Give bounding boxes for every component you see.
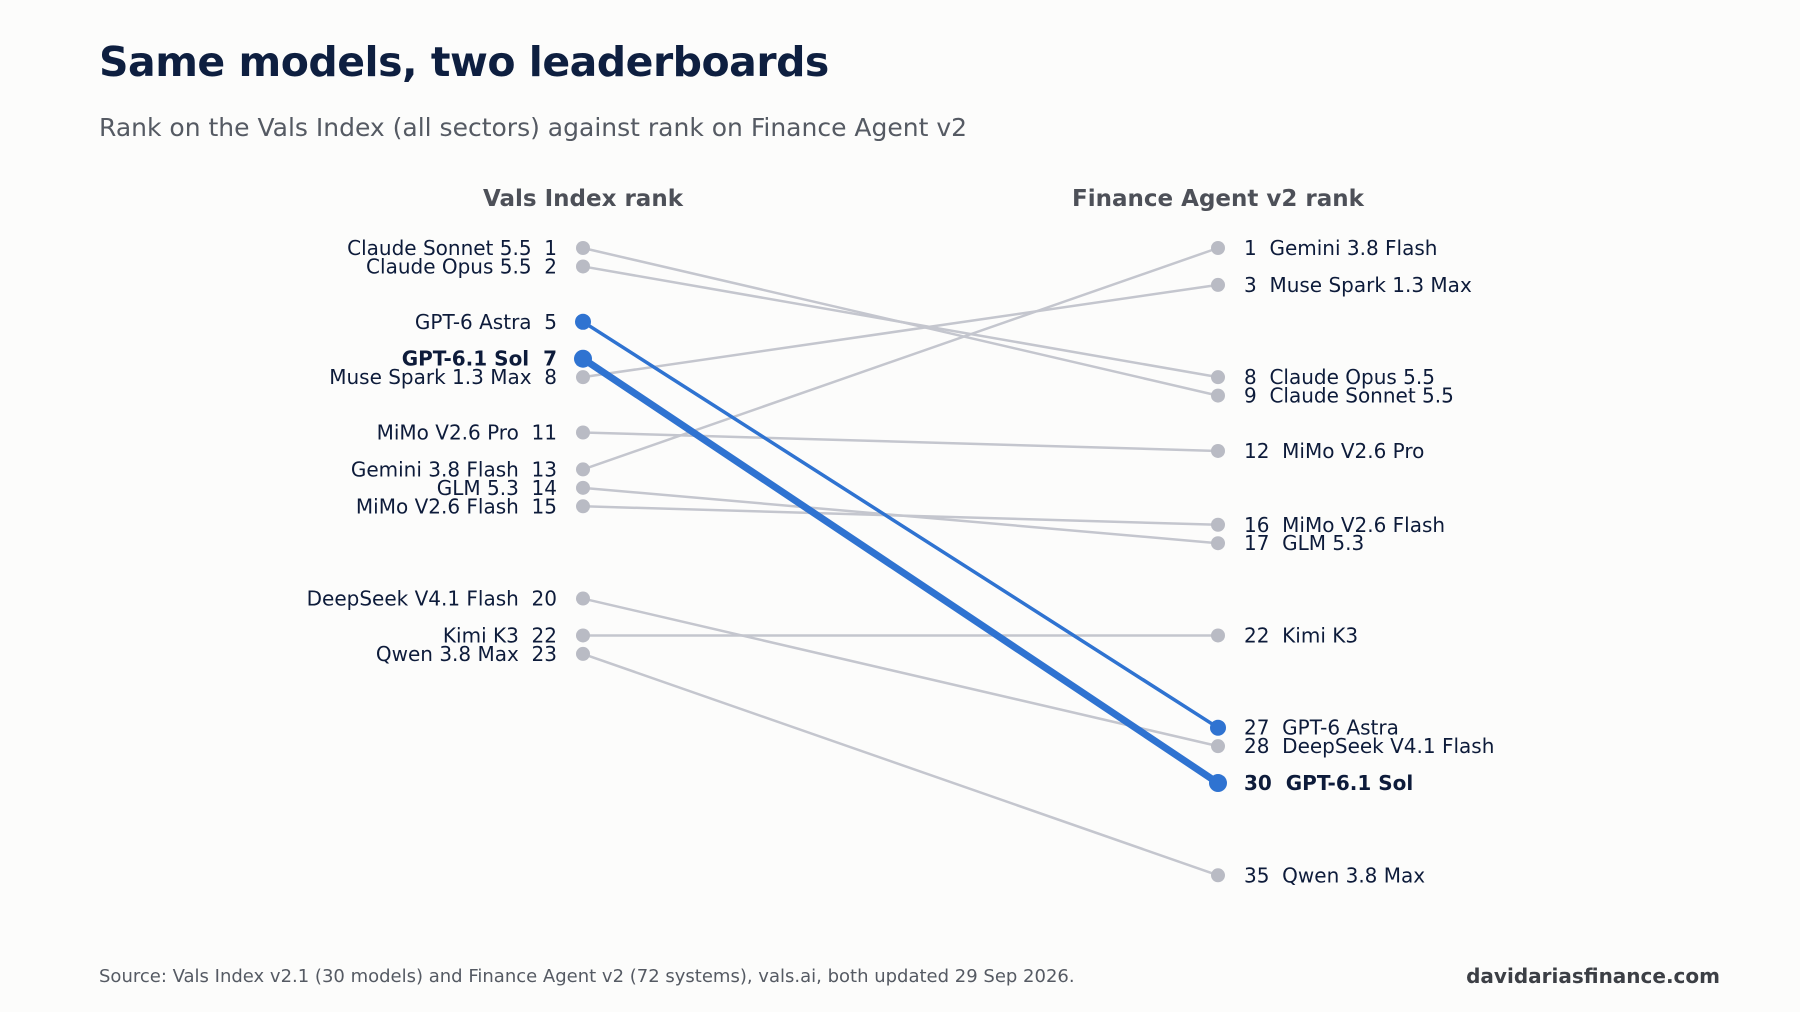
slope-line-gpt-6-1-sol: [579, 355, 1222, 787]
slope-lines: [579, 246, 1222, 877]
right-point-gpt-6-1-sol: [1209, 774, 1227, 793]
right-label-glm-5-3: 17 GLM 5.3: [1244, 531, 1364, 555]
right-label-mimo-v2-6-pro: 12 MiMo V2.6 Pro: [1244, 439, 1424, 463]
left-label-muse-spark-1-3-max: Muse Spark 1.3 Max 8: [329, 365, 557, 389]
right-point-kimi-k3: [1211, 628, 1225, 643]
right-point-gemini-3-8-flash: [1211, 241, 1225, 255]
left-point-gemini-3-8-flash: [576, 462, 590, 477]
right-label-claude-sonnet-5-5: 9 Claude Sonnet 5.5: [1244, 384, 1454, 408]
slope-line-muse-spark-1-3-max: [581, 283, 1220, 379]
right-point-glm-5-3: [1211, 536, 1225, 551]
right-label-mimo-v2-6-flash: 16 MiMo V2.6 Flash: [1244, 513, 1445, 537]
source-note: Source: Vals Index v2.1 (30 models) and …: [99, 966, 1075, 987]
left-point-qwen-3-8-max: [576, 646, 590, 661]
left-point-glm-5-3: [576, 480, 590, 495]
slope-line-mimo-v2-6-flash: [581, 505, 1220, 526]
page-title: Same models, two leaderboards: [99, 38, 829, 86]
left-label-qwen-3-8-max: Qwen 3.8 Max 23: [376, 642, 557, 666]
left-label-mimo-v2-6-pro: MiMo V2.6 Pro 11: [377, 421, 557, 445]
left-label-claude-sonnet-5-5: Claude Sonnet 5.5 1: [347, 236, 557, 260]
right-point-mimo-v2-6-pro: [1211, 443, 1225, 458]
right-label-gpt-6-astra: 27 GPT-6 Astra: [1244, 716, 1399, 740]
right-point-muse-spark-1-3-max: [1211, 277, 1225, 292]
right-label-muse-spark-1-3-max: 3 Muse Spark 1.3 Max: [1244, 273, 1472, 297]
left-label-glm-5-3: GLM 5.3 14: [437, 476, 557, 500]
page-subtitle: Rank on the Vals Index (all sectors) aga…: [99, 113, 968, 142]
slope-line-deepseek-v4-1-flash: [581, 597, 1220, 748]
left-point-muse-spark-1-3-max: [576, 370, 590, 385]
right-point-gpt-6-astra: [1210, 719, 1226, 736]
left-label-kimi-k3: Kimi K3 22: [443, 623, 557, 647]
right-point-deepseek-v4-1-flash: [1211, 739, 1225, 754]
left-label-gemini-3-8-flash: Gemini 3.8 Flash 13: [351, 457, 557, 481]
left-label-mimo-v2-6-flash: MiMo V2.6 Flash 15: [356, 494, 557, 518]
right-label-kimi-k3: 22 Kimi K3: [1244, 623, 1358, 647]
left-point-kimi-k3: [576, 628, 590, 643]
left-label-deepseek-v4-1-flash: DeepSeek V4.1 Flash 20: [307, 587, 557, 611]
left-point-claude-opus-5-5: [576, 259, 590, 274]
slope-line-gpt-6-astra: [581, 320, 1220, 730]
left-label-claude-opus-5-5: Claude Opus 5.5 2: [366, 254, 557, 278]
slope-line-gemini-3-8-flash: [581, 246, 1220, 471]
left-label-gpt-6-1-sol: GPT-6.1 Sol 7: [402, 347, 557, 371]
right-label-gpt-6-1-sol: 30 GPT-6.1 Sol: [1244, 771, 1413, 795]
slope-line-mimo-v2-6-pro: [581, 431, 1220, 453]
left-point-mimo-v2-6-pro: [576, 425, 590, 440]
right-label-qwen-3-8-max: 35 Qwen 3.8 Max: [1244, 863, 1425, 887]
slope-labels: Claude Sonnet 5.5 1 9 Claude Sonnet 5.5 Cl…: [307, 236, 1495, 887]
right-point-qwen-3-8-max: [1211, 868, 1225, 883]
left-point-gpt-6-1-sol: [574, 349, 592, 368]
right-point-claude-opus-5-5: [1211, 370, 1225, 385]
left-point-gpt-6-astra: [575, 313, 591, 330]
right-axis-title: Finance Agent v2 rank: [1072, 186, 1365, 212]
left-point-claude-sonnet-5-5: [576, 241, 590, 255]
slope-line-claude-opus-5-5: [581, 265, 1220, 379]
brand-credit: davidariasfinance.com: [1466, 964, 1720, 988]
right-label-claude-opus-5-5: 8 Claude Opus 5.5: [1244, 365, 1435, 389]
left-label-gpt-6-astra: GPT-6 Astra 5: [415, 310, 557, 334]
slope-line-qwen-3-8-max: [581, 652, 1220, 877]
right-label-deepseek-v4-1-flash: 28 DeepSeek V4.1 Flash: [1244, 734, 1494, 758]
left-axis-title: Vals Index rank: [483, 186, 684, 212]
left-point-mimo-v2-6-flash: [576, 499, 590, 514]
right-label-gemini-3-8-flash: 1 Gemini 3.8 Flash: [1244, 236, 1437, 260]
right-point-claude-sonnet-5-5: [1211, 388, 1225, 403]
right-point-mimo-v2-6-flash: [1211, 517, 1225, 532]
slope-dots: [574, 241, 1227, 883]
left-point-deepseek-v4-1-flash: [576, 591, 590, 606]
